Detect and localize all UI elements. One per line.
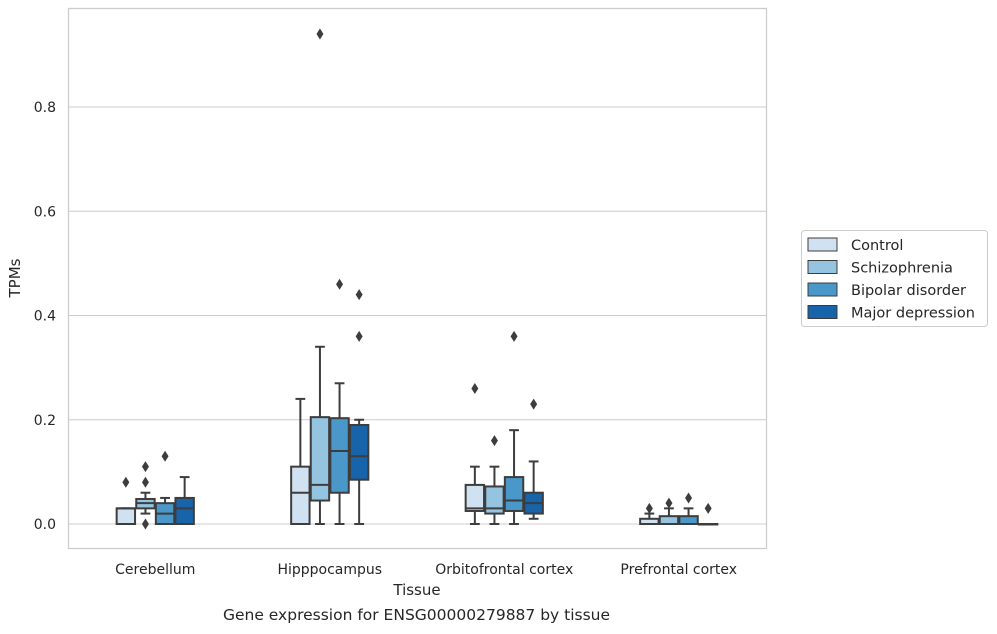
legend-label: Major depression: [851, 306, 975, 322]
y-axis-label: TPMs: [6, 258, 24, 298]
box-schizophrenia: [484, 435, 505, 525]
box-control: [290, 397, 311, 526]
plot-frame: [67, 7, 768, 550]
outlier-point: [161, 450, 169, 462]
x-tick-label: Prefrontal cortex: [620, 562, 737, 578]
y-tick-label: 0.0: [34, 517, 56, 533]
outlier-point: [665, 497, 673, 509]
outlier-point: [336, 278, 344, 290]
box-body: [290, 465, 311, 526]
x-tick-label: Orbitofrontal cortex: [435, 562, 573, 578]
box-major-depression: [697, 502, 719, 526]
outlier-point: [141, 476, 149, 488]
legend: Control Schizophrenia Bipolar disorder Majo…: [801, 230, 988, 327]
outlier-point: [141, 461, 149, 473]
outlier-point: [530, 398, 538, 410]
box-bipolar-disorder: [154, 450, 176, 525]
box-control: [639, 502, 660, 525]
box-bipolar-disorder: [329, 278, 350, 525]
box-body: [678, 515, 699, 526]
y-tick-label: 0.8: [34, 100, 56, 116]
box-bipolar-disorder: [678, 492, 699, 526]
x-axis-label: Tissue: [392, 581, 440, 599]
y-tick-label: 0.6: [34, 204, 56, 220]
outlier-point: [355, 330, 363, 342]
legend-label: Bipolar disorder: [851, 283, 966, 299]
outlier-point: [355, 289, 363, 301]
box-schizophrenia: [135, 461, 156, 530]
y-tick-label: 0.4: [34, 309, 56, 325]
box-body: [503, 476, 525, 512]
box-body: [174, 496, 195, 525]
y-axis-ticks: 0.0 0.2 0.4 0.6 0.8: [34, 100, 56, 533]
gridlines: [68, 106, 766, 525]
outlier-point: [122, 476, 130, 488]
box-body: [329, 417, 350, 494]
plot-area-boxes: [115, 28, 719, 530]
box-body: [115, 507, 137, 525]
outlier-point: [645, 502, 653, 514]
legend-label: Schizophrenia: [851, 261, 953, 277]
outlier-point: [490, 435, 498, 447]
box-body: [464, 483, 486, 512]
box-body: [658, 515, 680, 526]
outlier-point: [685, 492, 693, 504]
x-axis-ticks: Cerebellum Hipppocampus Orbitofrontal cort…: [115, 562, 737, 578]
box-schizophrenia: [309, 28, 331, 525]
box-plot-chart: 0.0 0.2 0.4 0.6 0.8 Cerebellum Hipppocampus Or…: [6, 7, 988, 599]
box-body: [348, 423, 370, 481]
legend-frame: [801, 230, 988, 327]
legend-swatch: [807, 237, 838, 252]
legend-label: Control: [851, 238, 903, 254]
figure-caption: Gene expression for ENSG00000279887 by t…: [222, 606, 611, 624]
outlier-point: [510, 330, 518, 342]
box-control: [115, 476, 137, 525]
legend-swatch: [807, 282, 838, 297]
x-tick-label: Hipppocampus: [277, 562, 382, 578]
box-major-depression: [174, 476, 195, 525]
outlier-point: [316, 28, 324, 40]
box-body: [484, 485, 505, 515]
legend-swatch: [807, 305, 838, 319]
box-bipolar-disorder: [503, 330, 525, 525]
box-control: [464, 382, 486, 525]
box-major-depression: [348, 289, 370, 525]
outlier-point: [471, 382, 479, 394]
box-body: [309, 416, 331, 502]
box-major-depression: [523, 398, 544, 520]
box-schizophrenia: [658, 497, 680, 526]
outlier-point: [704, 502, 712, 514]
legend-swatch: [807, 260, 838, 274]
x-tick-label: Cerebellum: [115, 562, 195, 578]
outlier-point: [141, 518, 149, 530]
y-tick-label: 0.2: [34, 413, 56, 429]
